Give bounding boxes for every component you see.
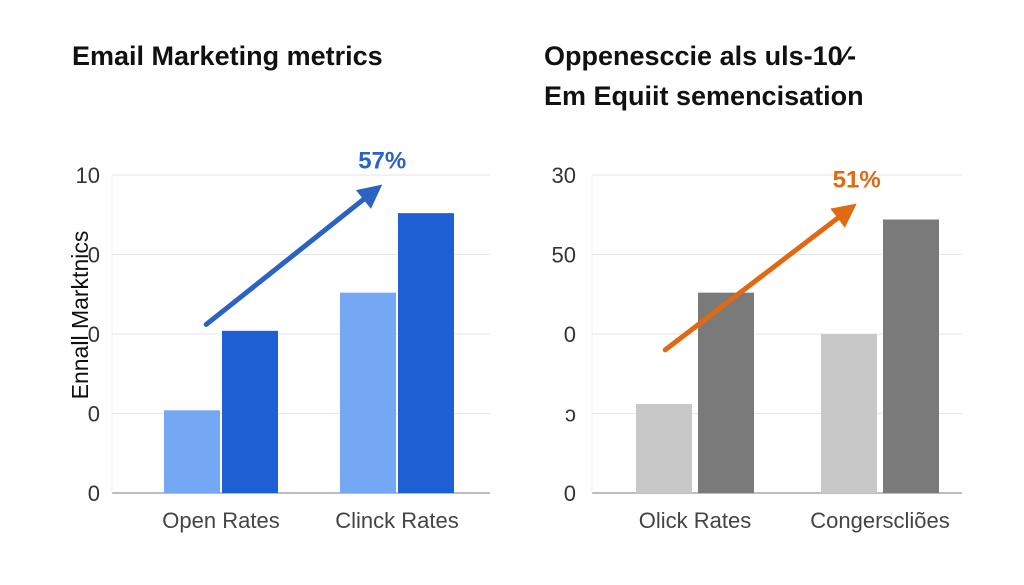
right-x-tick-label: Congerscliões [810,508,949,533]
right-y-tick-label: 0 [564,322,576,347]
left-bar [398,213,454,493]
right-x-tick-label: Olick Rates [639,508,751,533]
right-y-tick-label: ɔ [565,402,576,427]
right-bar [821,334,877,493]
right-y-tick-label: 0 [564,481,576,506]
left-chart-plot: 10 0 0 0 0 Open Rates Clinck Rates 57% Ennall Ma… [67,148,490,533]
right-chart-title: Oppenesccie als uls-10⁄- Em Equiit semen… [544,41,864,111]
right-arrow-label: 51% [833,167,881,194]
right-y-tick-label: 30 [552,163,576,188]
left-y-tick-label: 0 [88,402,100,427]
left-y-tick-label: 0 [88,243,100,268]
left-y-tick-label: 10 [76,163,100,188]
right-bar [636,403,692,493]
right-arrow-head-icon [830,203,857,228]
left-bar [340,292,396,493]
left-trend-arrow [203,196,366,327]
left-arrow-head-icon [355,184,383,209]
left-y-tick-label: 0 [88,481,100,506]
right-chart-plot: 30 50 0 ɔ 0 Olick Rates Congerscliões 51% [552,163,962,533]
right-bar [883,219,939,493]
left-y-tick-label: 0 [88,322,100,347]
right-trend-arrow [662,215,841,353]
left-bar [222,330,278,493]
left-arrow-label: 57% [358,148,406,175]
left-bar [164,410,220,493]
right-chart-panel: Oppenesccie als uls-10⁄- Em Equiit semen… [512,0,1024,585]
right-bar [698,292,754,493]
left-y-axis-label: Ennall Marktnics [67,231,93,400]
right-y-tick-label: 50 [552,243,576,268]
left-x-tick-label: Open Rates [162,508,279,533]
left-chart-panel: Email Marketing metrics 10 0 0 0 0 Open Rates… [67,41,490,533]
left-x-tick-label: Clinck Rates [335,508,458,533]
left-chart-title: Email Marketing metrics [72,41,383,71]
